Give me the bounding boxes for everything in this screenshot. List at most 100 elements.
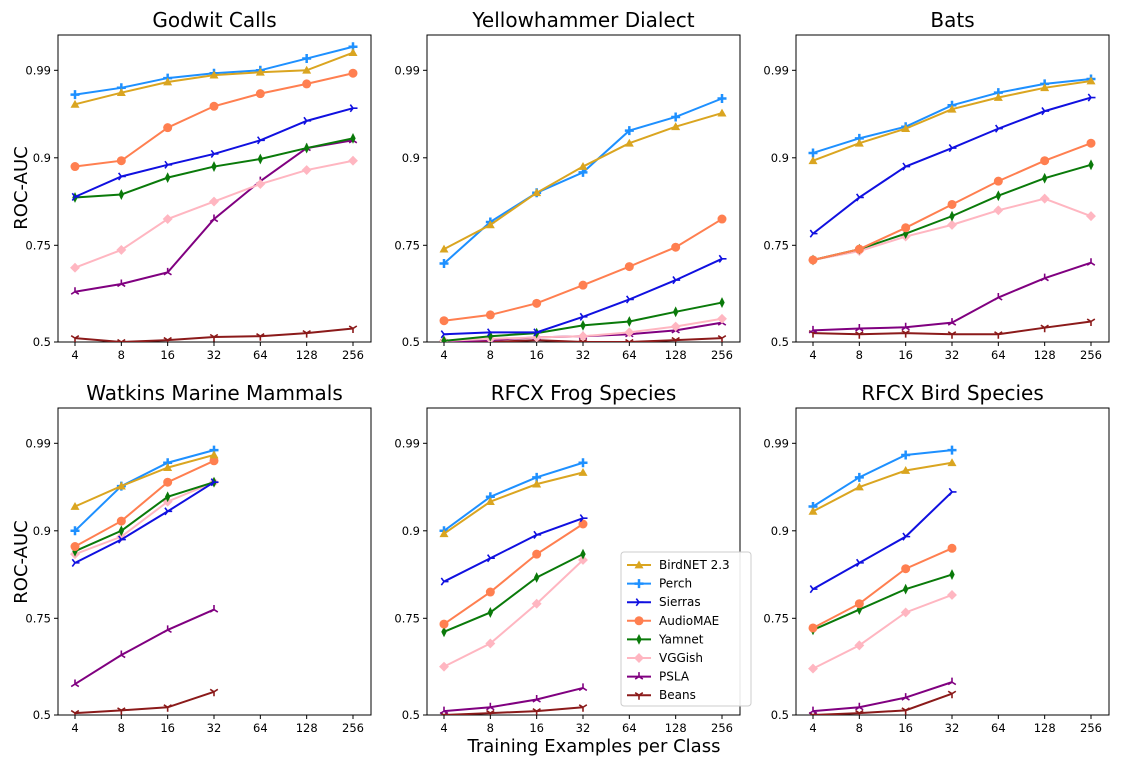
series-perch [439, 458, 588, 536]
y-tick-label: 0.5 [33, 335, 51, 349]
x-tick-label: 128 [665, 348, 687, 362]
psla-marker [209, 605, 219, 613]
birdnet-2-3-marker [485, 497, 495, 506]
beans-marker [70, 709, 80, 715]
vggish-marker [485, 638, 496, 649]
series-beans [70, 688, 219, 715]
vggish-marker [993, 205, 1004, 216]
birdnet-2-3-marker [163, 463, 173, 471]
panel-title: Yellowhammer Dialect [471, 8, 694, 32]
birdnet-2-3-marker [70, 99, 80, 108]
audiomae-marker [439, 619, 449, 629]
series-perch [808, 445, 957, 511]
x-tick-label: 8 [856, 348, 863, 362]
series-audiomae [439, 214, 727, 326]
psla-marker [994, 293, 1003, 301]
yamnet-marker [441, 335, 447, 342]
audiomae-marker [901, 564, 911, 574]
psla-marker [901, 322, 910, 331]
legend-perch-marker [634, 579, 644, 589]
beans-marker [209, 333, 219, 342]
y-tick-label: 0.5 [402, 708, 420, 722]
birdnet-2-3-marker [808, 156, 818, 165]
audiomae-marker [209, 456, 219, 466]
sierras-marker [579, 312, 588, 321]
perch-marker [439, 258, 449, 268]
audiomae-marker [116, 516, 126, 526]
yamnet-marker [719, 297, 725, 308]
yamnet-marker [626, 316, 633, 327]
y-tick-label: 0.9 [771, 151, 789, 165]
series-line-beans [812, 692, 953, 715]
legend-vggish-marker [634, 653, 644, 663]
y-tick-label: 0.99 [763, 436, 789, 450]
x-tick-label: 4 [440, 348, 447, 362]
series-birdnet-2-3 [439, 467, 588, 538]
x-tick-label: 16 [160, 348, 175, 362]
beans-marker [947, 690, 957, 699]
y-axis-label-bottom: ROC-AUC [11, 520, 32, 603]
vggish-marker [854, 640, 865, 651]
psla-marker [855, 702, 864, 711]
y-tick-label: 0.99 [763, 63, 789, 77]
sierras-marker [1087, 93, 1096, 102]
series-sierras [440, 254, 727, 339]
sierras-marker [902, 532, 911, 541]
birdnet-2-3-marker [947, 104, 957, 113]
yamnet-marker [580, 319, 586, 331]
vggish-marker [1039, 193, 1050, 204]
beans-marker [994, 331, 1003, 339]
sierras-marker [855, 558, 864, 567]
audiomae-marker [439, 316, 449, 326]
series-psla [808, 258, 1096, 334]
sierras-marker [994, 124, 1003, 133]
birdnet-2-3-marker [163, 77, 173, 86]
y-tick-label: 0.75 [394, 238, 420, 252]
birdnet-2-3-marker [209, 450, 219, 459]
perch-marker [901, 450, 911, 460]
perch-marker [70, 526, 80, 536]
yamnet-marker [902, 583, 909, 595]
beans-marker [532, 707, 541, 715]
series-layer [808, 74, 1096, 339]
x-tick-label: 32 [576, 348, 591, 362]
x-tick-label: 8 [856, 721, 863, 735]
legend-entry-psla: PSLA [627, 670, 690, 684]
series-line-audiomae [443, 523, 584, 625]
legend-entry-audiomae: AudioMAE [627, 614, 719, 628]
series-sierras [71, 478, 219, 567]
series-birdnet-2-3 [439, 108, 727, 253]
x-tick-label: 8 [487, 721, 494, 735]
birdnet-2-3-marker [1040, 83, 1050, 92]
x-tick-label: 32 [207, 348, 222, 362]
series-layer [439, 458, 588, 715]
series-sierras [809, 487, 957, 594]
birdnet-2-3-marker [624, 138, 634, 147]
y-tick-label: 0.99 [25, 436, 51, 450]
x-tick-label: 128 [296, 721, 318, 735]
legend-entry-vggish: VGGish [627, 651, 703, 665]
series-yamnet [441, 297, 725, 342]
series-psla [70, 605, 219, 688]
sierras-marker [579, 514, 588, 523]
legend-audiomae-marker [634, 616, 644, 626]
perch-marker [808, 148, 818, 158]
yamnet-marker [118, 189, 125, 200]
sierras-marker [902, 162, 911, 171]
y-tick-label: 0.9 [402, 151, 420, 165]
sierras-marker [71, 558, 80, 567]
sierras-marker [486, 554, 495, 563]
audiomae-marker [808, 623, 818, 633]
vggish-marker [947, 590, 957, 600]
x-tick-label: 32 [207, 721, 222, 735]
audiomae-marker [485, 587, 495, 597]
psla-marker [209, 214, 219, 223]
legend-entry-yamnet: Yamnet [627, 632, 704, 646]
audiomae-marker [302, 79, 312, 89]
yamnet-marker [118, 525, 125, 537]
series-beans [808, 318, 1096, 339]
legend-entry-beans: Beans [627, 688, 696, 702]
x-tick-label: 64 [622, 348, 637, 362]
series-layer [70, 42, 358, 342]
